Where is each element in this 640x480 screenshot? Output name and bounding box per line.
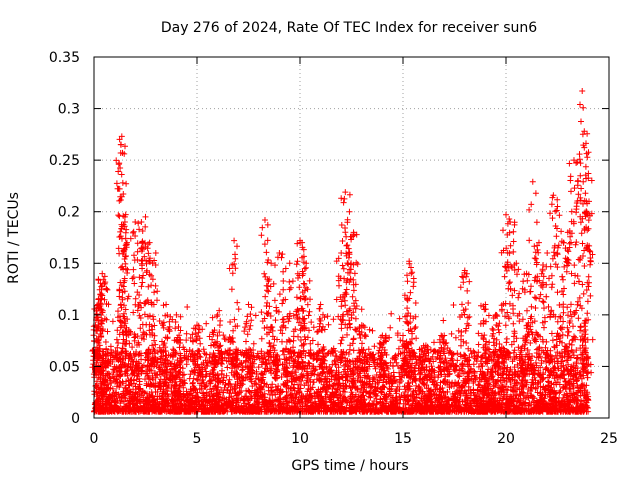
data-point <box>358 322 365 329</box>
data-point <box>535 239 542 246</box>
data-point <box>303 260 310 267</box>
data-point <box>461 267 468 274</box>
x-tick-label: 5 <box>193 431 202 447</box>
y-tick-label: 0.05 <box>49 359 80 375</box>
data-point <box>261 216 268 223</box>
data-points <box>89 88 596 415</box>
data-point <box>317 301 324 308</box>
y-tick-label: 0 <box>71 411 80 427</box>
data-point <box>544 249 551 256</box>
data-point <box>560 239 567 246</box>
data-point <box>268 260 275 267</box>
data-point <box>123 239 130 246</box>
data-point <box>406 258 413 265</box>
data-point <box>173 311 180 318</box>
data-point <box>420 342 427 349</box>
data-point <box>132 219 139 226</box>
x-tick-label: 10 <box>291 431 309 447</box>
data-point <box>554 203 561 210</box>
data-point <box>286 260 293 267</box>
x-tick-label: 25 <box>600 431 618 447</box>
data-point <box>492 311 499 318</box>
data-point <box>146 239 153 246</box>
data-point <box>379 332 386 339</box>
data-point <box>338 249 345 256</box>
data-point <box>507 219 514 226</box>
data-point <box>97 291 104 298</box>
data-point <box>117 141 124 148</box>
data-point <box>350 229 357 236</box>
axis-ticks <box>93 56 610 419</box>
data-point <box>564 229 571 236</box>
data-point <box>482 301 489 308</box>
data-point <box>231 237 238 244</box>
data-point <box>579 88 586 95</box>
data-point <box>523 270 530 277</box>
data-point <box>276 249 283 256</box>
data-point <box>194 322 200 329</box>
low-value-point-cloud <box>89 101 596 415</box>
y-tick-labels: 0 0.05 0.1 0.15 0.2 0.25 0.3 0.35 <box>49 50 80 427</box>
data-point <box>513 260 520 267</box>
data-point <box>152 249 159 256</box>
data-point <box>214 311 221 318</box>
y-tick-label: 0.25 <box>49 153 80 169</box>
activity-cluster-points <box>89 101 596 380</box>
y-tick-label: 0.35 <box>49 50 80 66</box>
x-tick-label: 15 <box>394 431 412 447</box>
plot-frame <box>93 56 610 419</box>
x-tick-labels: 0 5 10 15 20 25 <box>90 431 618 447</box>
data-point <box>245 301 252 308</box>
y-tick-label: 0.3 <box>58 102 80 118</box>
data-point <box>142 213 149 220</box>
data-point <box>138 219 145 226</box>
data-point <box>550 192 557 199</box>
x-axis-label: GPS time / hours <box>291 458 408 474</box>
chart-title: Day 276 of 2024, Rate Of TEC Index for r… <box>161 20 537 36</box>
data-point <box>570 157 577 164</box>
data-point <box>575 177 582 184</box>
data-point <box>346 208 353 215</box>
data-point <box>408 270 415 277</box>
data-point <box>119 179 126 186</box>
data-point <box>503 211 509 218</box>
y-tick-label: 0.2 <box>58 205 80 221</box>
low-value-points <box>91 301 592 415</box>
data-point <box>583 198 590 205</box>
data-point <box>121 219 128 226</box>
x-tick-label: 20 <box>497 431 515 447</box>
y-tick-label: 0.1 <box>58 308 80 324</box>
x-tick-label: 0 <box>90 431 99 447</box>
data-point <box>441 332 448 339</box>
y-tick-label: 0.15 <box>49 256 80 272</box>
data-point <box>581 128 588 135</box>
data-point <box>529 178 536 185</box>
data-point <box>400 332 406 339</box>
data-point <box>299 239 306 246</box>
data-point <box>99 270 106 277</box>
data-point <box>163 301 170 308</box>
y-axis-label: ROTI / TECUs <box>6 192 22 284</box>
data-point <box>101 280 108 287</box>
data-point <box>585 170 592 177</box>
data-point <box>342 189 349 196</box>
data-point <box>118 133 125 140</box>
data-point <box>95 301 102 308</box>
